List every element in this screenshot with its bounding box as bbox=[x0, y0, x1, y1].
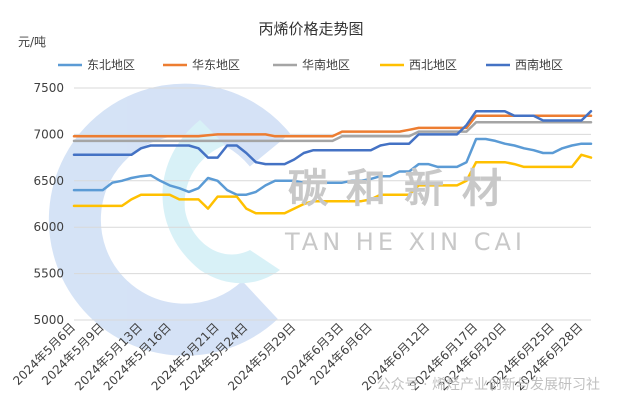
legend-label: 西南地区 bbox=[515, 57, 563, 72]
series-line-2 bbox=[72, 114, 593, 138]
gridlines bbox=[74, 87, 591, 321]
watermark-ring-outer bbox=[48, 83, 291, 356]
watermark-credit: 公众号 · 烯烃产业创新与发展研习社 bbox=[377, 377, 600, 393]
watermark-logo bbox=[48, 83, 291, 356]
watermark-chinese-text: 碳和新材 bbox=[288, 166, 520, 212]
y-axis-ticks: 5000 5500 6000 6500 7000 7500 bbox=[33, 81, 64, 327]
y-tick-label: 5000 bbox=[33, 313, 64, 327]
y-tick-label: 5500 bbox=[33, 267, 64, 281]
y-tick-label: 6000 bbox=[33, 220, 64, 234]
legend-label: 东北地区 bbox=[87, 58, 135, 72]
y-tick-label: 7500 bbox=[33, 81, 64, 95]
y-axis-unit: 元/吨 bbox=[18, 35, 46, 49]
series-line-4 bbox=[72, 153, 593, 215]
series-lines bbox=[72, 109, 593, 215]
y-tick-label: 7000 bbox=[33, 127, 64, 141]
legend: 东北地区 华东地区 华南地区 西北地区 西南地区 bbox=[58, 57, 563, 72]
watermark-ring-inner bbox=[162, 120, 280, 284]
series-line-5 bbox=[72, 109, 593, 166]
y-tick-label: 6500 bbox=[33, 174, 64, 188]
legend-label: 西北地区 bbox=[409, 58, 457, 72]
legend-label: 华南地区 bbox=[302, 57, 350, 72]
chart-title: 丙烯价格走势图 bbox=[258, 20, 363, 38]
series-line-1 bbox=[72, 137, 593, 196]
legend-label: 华东地区 bbox=[192, 58, 240, 72]
series-line-3 bbox=[72, 121, 593, 143]
watermark-english-text: TAN HE XIN CAI bbox=[284, 228, 526, 256]
